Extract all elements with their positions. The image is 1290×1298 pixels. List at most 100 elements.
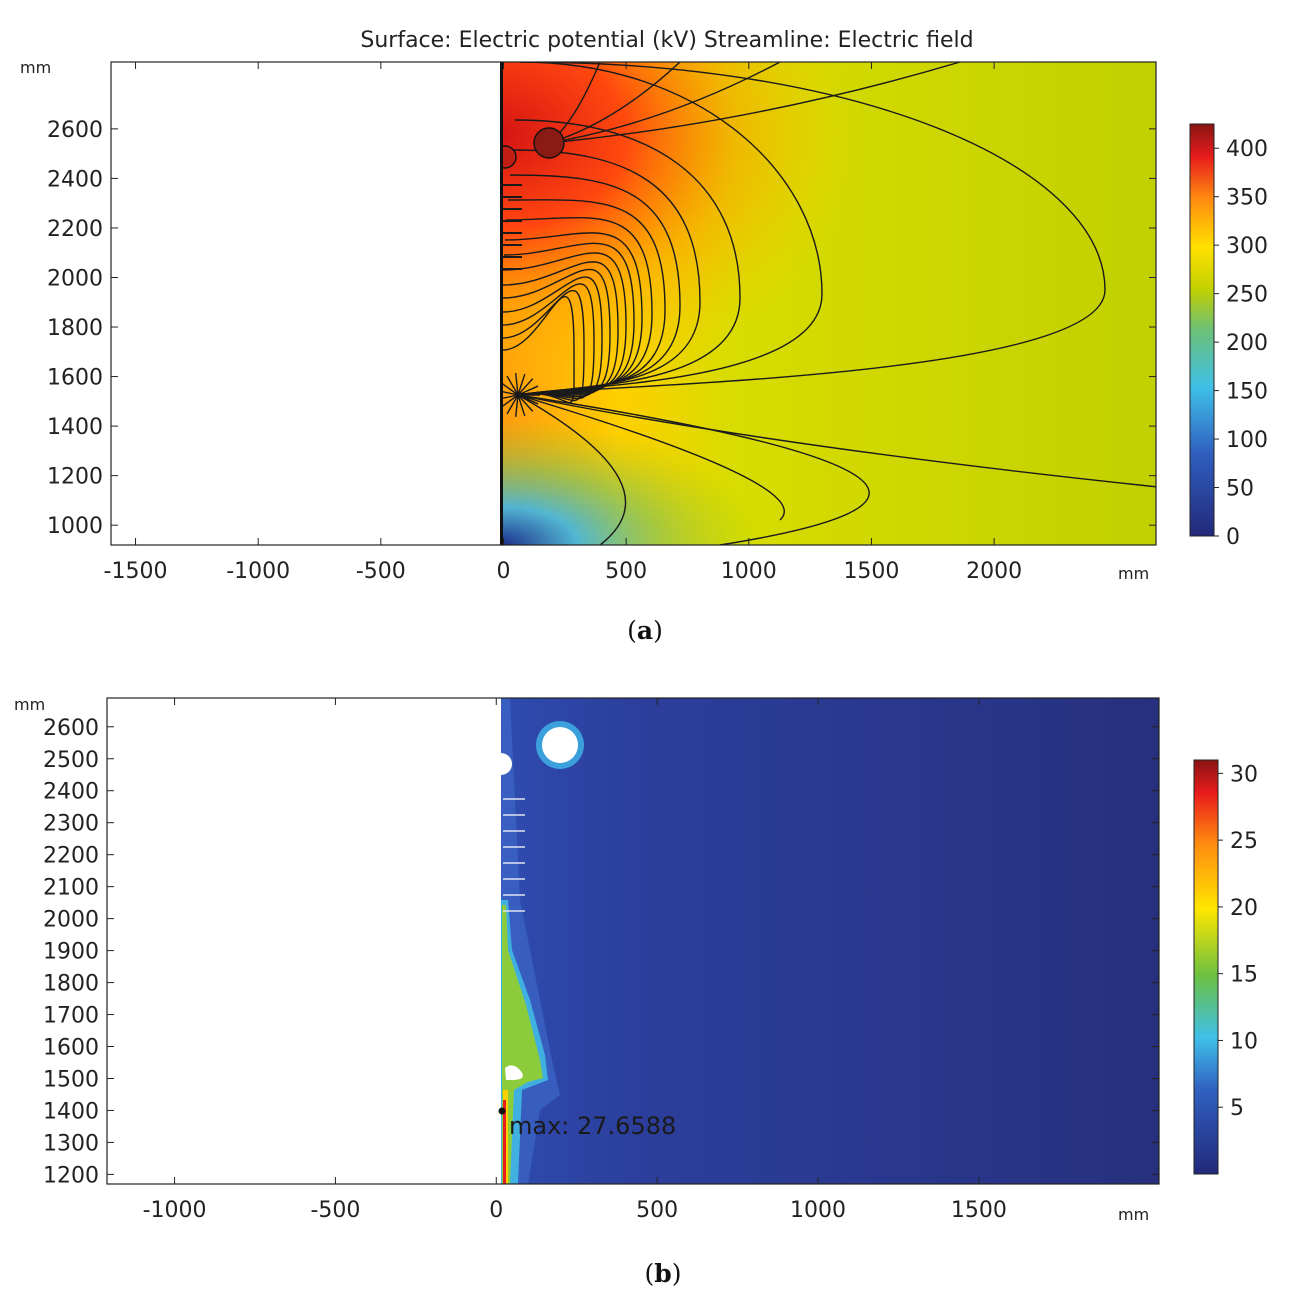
streamline	[517, 385, 539, 396]
colorbar-tick-label: 25	[1230, 829, 1258, 854]
y-tick-label: 2600	[43, 716, 99, 741]
streamline	[502, 296, 575, 404]
panel-b-electrode-ring	[542, 727, 578, 763]
y-tick-label: 1500	[43, 1067, 99, 1092]
y-tick-label: 1900	[43, 940, 99, 965]
streamline	[517, 62, 823, 396]
panel-a-conductor	[500, 62, 503, 545]
streamline	[517, 62, 1106, 396]
colorbar-tick-label: 30	[1230, 762, 1258, 787]
streamline	[517, 394, 1156, 488]
y-tick-label: 2200	[43, 844, 99, 869]
panel-a-colorbar	[1189, 123, 1215, 537]
x-tick-label: 1500	[843, 559, 899, 584]
panel-b-field-surface	[496, 698, 1159, 1184]
y-tick-label: 1200	[47, 465, 103, 490]
panel-b-grading-rings	[503, 798, 525, 912]
y-tick-label: 1600	[43, 1036, 99, 1061]
colorbar-tick-label: 150	[1226, 380, 1268, 405]
y-tick-label: 1000	[47, 514, 103, 539]
panel-a-potential-plot: Surface: Electric potential (kV) Streaml…	[20, 28, 1268, 645]
colorbar-tick-label: 15	[1230, 963, 1258, 988]
colorbar-tick-label: 200	[1226, 331, 1268, 356]
panel-b-y-unit: mm	[14, 695, 45, 714]
x-tick-label: 1000	[790, 1198, 846, 1223]
streamline	[502, 268, 611, 396]
streamline	[500, 394, 519, 409]
panel-b-field-plot: max: 27.6588 -1000 -500 0 500 1000 1500 1200 13…	[14, 695, 1258, 1288]
x-tick-label: -1500	[104, 559, 168, 584]
y-tick-label: 2400	[43, 780, 99, 805]
streamline	[502, 283, 595, 400]
panel-a-empty-region	[111, 62, 500, 545]
panel-b-max-label: max: 27.6588	[509, 1112, 676, 1140]
panel-b-caption: (b)	[644, 1259, 681, 1288]
y-tick-label: 1400	[47, 415, 103, 440]
colorbar-tick-label: 100	[1226, 428, 1268, 453]
y-tick-label: 2000	[47, 266, 103, 291]
x-tick-label: 500	[605, 559, 647, 584]
streamline	[517, 394, 627, 545]
colorbar-tick-label: 20	[1230, 896, 1258, 921]
streamline	[548, 62, 961, 144]
panel-b-x-unit: mm	[1118, 1205, 1149, 1224]
panel-a-frame	[110, 61, 1157, 546]
y-tick-label: 2100	[43, 876, 99, 901]
streamline	[517, 378, 534, 396]
colorbar-tick-label: 5	[1230, 1096, 1244, 1121]
x-tick-label: -1000	[226, 559, 290, 584]
colorbar-tick-label: 50	[1226, 477, 1254, 502]
streamline	[548, 62, 781, 144]
y-tick-label: 2600	[47, 118, 103, 143]
x-tick-label: 1000	[721, 559, 777, 584]
panel-b-colorbar-ticks: 5 10 15 20 25 30	[1218, 762, 1258, 1121]
panel-b-frame	[106, 697, 1160, 1185]
panel-a-electrode-small	[500, 145, 517, 169]
x-tick-label: 1500	[951, 1198, 1007, 1223]
y-tick-label: 2400	[47, 167, 103, 192]
streamline	[517, 394, 539, 405]
x-tick-label: -500	[356, 559, 406, 584]
streamline	[504, 232, 643, 396]
x-tick-label: 0	[496, 559, 510, 584]
streamline	[517, 394, 534, 412]
colorbar-tick-label: 250	[1226, 283, 1268, 308]
colorbar-tick-label: 10	[1230, 1029, 1258, 1054]
y-tick-label: 1700	[43, 1004, 99, 1029]
streamline	[515, 394, 519, 417]
streamline	[548, 62, 681, 144]
y-tick-label: 2500	[43, 748, 99, 773]
panel-b-max-point	[498, 1107, 506, 1115]
panel-a-electrode-ring	[533, 127, 565, 159]
y-tick-label: 2200	[47, 217, 103, 242]
streamline	[503, 242, 635, 396]
panel-a-caption: (a)	[627, 616, 663, 645]
panel-a-y-unit: mm	[20, 58, 51, 77]
colorbar-tick-label: 300	[1226, 234, 1268, 259]
streamline	[502, 252, 627, 396]
panel-a-colorbar-ticks: 0 50 100 150 200 250 300 350 400	[1214, 137, 1268, 550]
panel-b-axes: -1000 -500 0 500 1000 1500 1200 1300 1400 1500 160…	[43, 698, 1159, 1223]
colorbar-tick-label: 350	[1226, 186, 1268, 211]
y-tick-label: 1300	[43, 1131, 99, 1156]
colorbar-tick-label: 0	[1226, 525, 1240, 550]
streamline	[517, 394, 526, 417]
y-tick-label: 1200	[43, 1163, 99, 1188]
y-tick-label: 1800	[43, 972, 99, 997]
streamline	[500, 381, 519, 396]
y-tick-label: 2300	[43, 812, 99, 837]
streamline	[517, 394, 785, 521]
streamline	[502, 289, 585, 402]
panel-a-streamlines	[500, 62, 1156, 545]
streamline	[506, 394, 519, 415]
x-tick-label: 0	[489, 1198, 503, 1223]
streamline	[517, 394, 870, 545]
y-tick-label: 2000	[43, 908, 99, 933]
x-tick-label: 500	[636, 1198, 678, 1223]
panel-a-potential-surface	[500, 62, 1156, 545]
x-tick-label: 2000	[966, 559, 1022, 584]
streamline	[502, 276, 603, 398]
panel-a-title: Surface: Electric potential (kV) Streaml…	[360, 28, 973, 53]
x-tick-label: -1000	[143, 1198, 207, 1223]
